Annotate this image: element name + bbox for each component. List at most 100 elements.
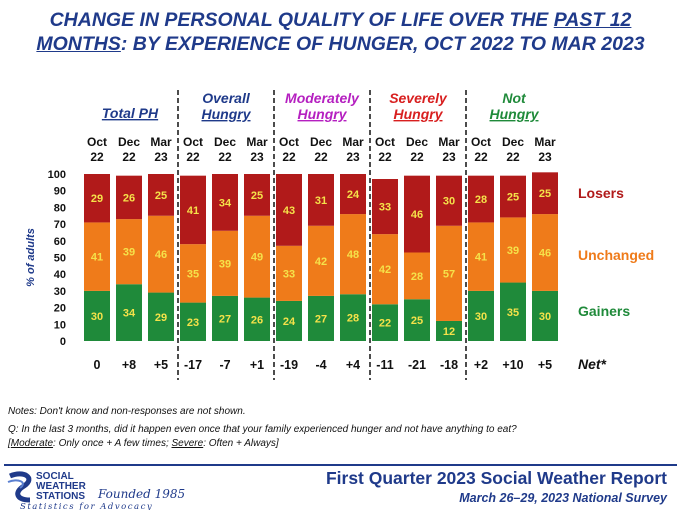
legend-gainers: Gainers — [578, 303, 630, 319]
bar-segment-gainers — [532, 290, 558, 341]
period-year-label: 23 — [442, 150, 456, 164]
data-label: 39 — [219, 258, 231, 270]
bar-segment-losers — [212, 174, 238, 231]
footer-rule — [4, 464, 677, 466]
bar-segment-unchanged — [372, 234, 398, 305]
data-label: 26 — [251, 314, 263, 326]
bar-segment-losers — [84, 174, 110, 223]
data-label: 30 — [475, 311, 487, 323]
period-year-label: 22 — [186, 150, 200, 164]
logo-line-2: WEATHER — [36, 481, 87, 492]
data-label: 28 — [347, 313, 359, 325]
bar-segment-gainers — [180, 302, 206, 341]
bar-segment-unchanged — [276, 245, 302, 301]
data-label: 43 — [283, 205, 295, 217]
period-year-label: 22 — [474, 150, 488, 164]
notes-line-3: [Moderate: Only once + A few times; Seve… — [8, 438, 279, 449]
net-value-label: 0 — [94, 358, 101, 372]
data-label: 34 — [219, 197, 232, 209]
group-title: Overall — [202, 90, 251, 106]
bar-segment-losers — [404, 175, 430, 253]
period-month-label: Dec — [406, 135, 428, 149]
period-month-label: Mar — [534, 135, 556, 149]
logo-line-1: SOCIAL — [36, 471, 74, 482]
net-value-label: -18 — [440, 358, 458, 372]
net-value-label: +2 — [474, 358, 488, 372]
data-label: 39 — [507, 245, 519, 257]
data-label: 41 — [475, 252, 487, 264]
period-year-label: 22 — [378, 150, 392, 164]
bar-segment-losers — [340, 174, 366, 215]
y-tick-label: 50 — [54, 253, 66, 265]
data-label: 34 — [123, 308, 136, 320]
bar-segment-losers — [308, 174, 334, 226]
y-tick-label: 10 — [54, 319, 66, 331]
bar-segment-losers — [436, 175, 462, 226]
data-label: 33 — [283, 268, 295, 280]
period-year-label: 22 — [122, 150, 136, 164]
logo-tagline: Statistics for Advocacy — [20, 502, 153, 510]
notes-line-1: Notes: Don't know and non-responses are … — [8, 406, 246, 417]
data-label: 25 — [539, 188, 551, 200]
data-label: 27 — [315, 313, 327, 325]
bar-segment-losers — [244, 174, 270, 216]
group-title: Not — [502, 90, 527, 106]
period-year-label: 22 — [90, 150, 104, 164]
net-value-label: +8 — [122, 358, 136, 372]
bar-segment-losers — [468, 175, 494, 223]
notes-line-2: Q: In the last 3 months, did it happen e… — [8, 424, 517, 435]
data-label: 29 — [91, 193, 103, 205]
data-label: 30 — [539, 311, 551, 323]
bar-segment-losers — [180, 175, 206, 245]
net-value-label: +5 — [154, 358, 168, 372]
period-month-label: Oct — [87, 135, 107, 149]
data-label: 42 — [315, 256, 327, 268]
period-year-label: 23 — [346, 150, 360, 164]
stacked-bar-chart: % of adults 0 10 20 30 40 50 60 70 80 90 100 Total P… — [25, 90, 654, 380]
bar-segment-unchanged — [116, 219, 142, 285]
bar-segment-gainers — [116, 284, 142, 341]
y-tick-label: 20 — [54, 303, 66, 315]
chart-title: CHANGE IN PERSONAL QUALITY OF LIFE OVER … — [0, 8, 681, 56]
bar-segment-gainers — [500, 282, 526, 341]
period-year-label: 23 — [250, 150, 264, 164]
legend-losers: Losers — [578, 185, 624, 201]
data-label: 46 — [411, 209, 423, 221]
sws-logo: SOCIAL WEATHER STATIONS Founded 1985 Sta… — [7, 471, 185, 510]
bar-segment-gainers — [436, 320, 462, 341]
bar-segment-unchanged — [180, 244, 206, 303]
period-month-label: Dec — [214, 135, 236, 149]
group-title: Moderately — [285, 90, 360, 106]
period-month-label: Mar — [246, 135, 268, 149]
period-year-label: 22 — [410, 150, 424, 164]
net-value-label: -21 — [408, 358, 426, 372]
y-tick-label: 0 — [60, 336, 66, 348]
data-label: 39 — [123, 247, 135, 259]
logo-line-3: STATIONS — [36, 491, 85, 502]
data-label: 42 — [379, 264, 391, 276]
data-label: 25 — [507, 192, 519, 204]
data-label: 26 — [123, 192, 135, 204]
data-label: 48 — [347, 249, 359, 261]
period-month-label: Oct — [375, 135, 395, 149]
data-label: 46 — [155, 249, 167, 261]
group-title: Hungry — [394, 106, 444, 122]
y-axis-label: % of adults — [25, 228, 37, 287]
net-value-label: +4 — [346, 358, 360, 372]
group-title: Hungry — [202, 106, 252, 122]
group-title: Total PH — [102, 105, 159, 121]
bar-segment-unchanged — [212, 230, 238, 296]
period-month-label: Mar — [150, 135, 172, 149]
period-month-label: Mar — [438, 135, 460, 149]
data-label: 29 — [155, 312, 167, 324]
period-year-label: 23 — [154, 150, 168, 164]
data-label: 41 — [187, 205, 199, 217]
y-tick-label: 30 — [54, 286, 66, 298]
data-label: 46 — [539, 247, 551, 259]
bar-segment-losers — [276, 174, 302, 246]
y-tick-label: 60 — [54, 236, 66, 248]
period-month-label: Dec — [502, 135, 524, 149]
net-value-label: +5 — [538, 358, 552, 372]
period-month-label: Dec — [118, 135, 140, 149]
data-label: 33 — [379, 202, 391, 214]
